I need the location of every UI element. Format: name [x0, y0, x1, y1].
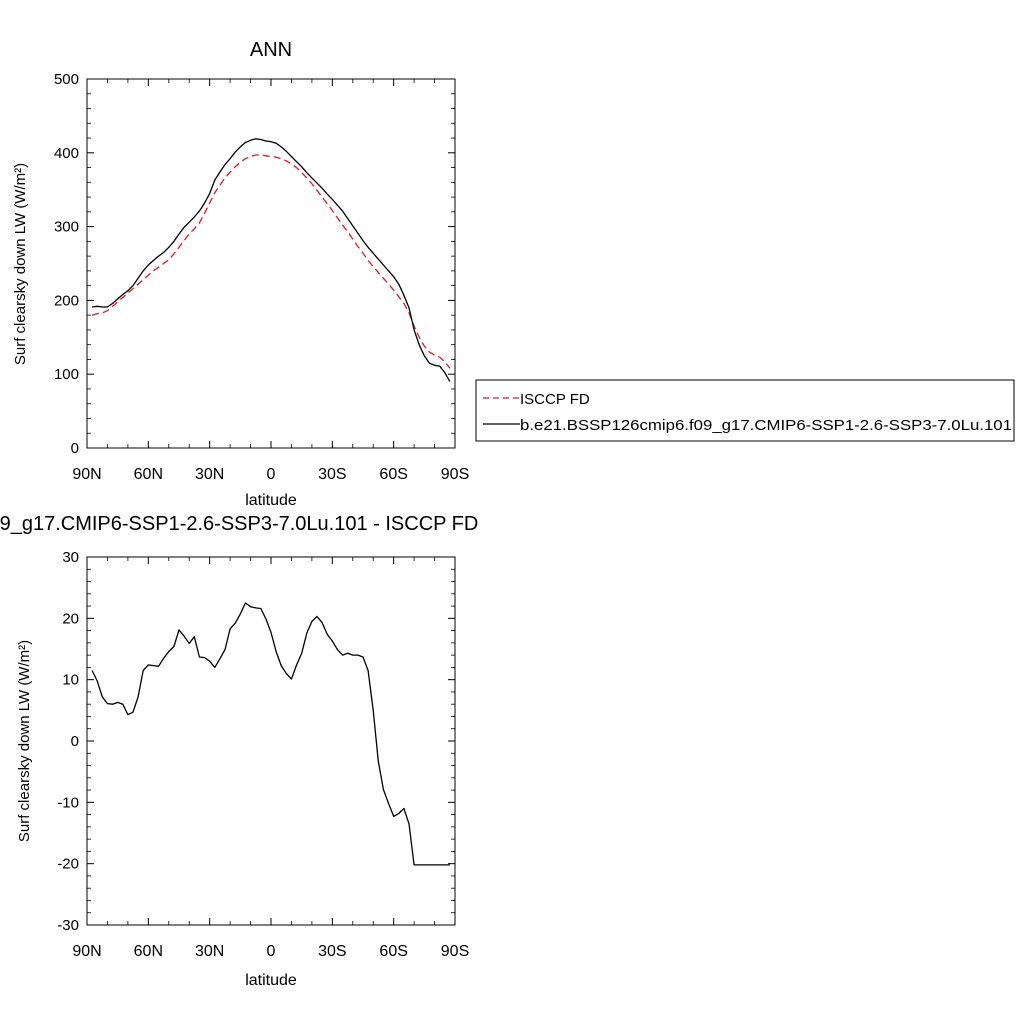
bottom-plot-frame [86, 556, 456, 926]
bottom-x-tick-label: 90N [72, 943, 101, 960]
top-chart-title: ANN [250, 39, 292, 61]
top-x-tick-label: 90N [72, 466, 101, 483]
bottom-x-tick-label: 90S [441, 943, 469, 960]
bottom-x-tick-label: 60S [379, 943, 407, 960]
legend-label-model: b.e21.BSSP126cmip6.f09_g17.CMIP6-SSP1-2.… [520, 417, 1012, 434]
top-panel: 0 100 200 300 400 500 90N 60N 30N 0 30S 60S 90S ANN… [12, 39, 469, 509]
top-plot-frame [86, 78, 456, 449]
bottom-y-tick-label: -10 [57, 794, 79, 811]
bottom-x-axis-label: latitude [245, 972, 297, 989]
bottom-y-tick-label: 20 [62, 610, 79, 627]
bottom-x-tick-label: 30N [195, 943, 224, 960]
top-x-axis-label: latitude [245, 492, 297, 509]
legend-label-isccp: ISCCP FD [520, 391, 590, 408]
bottom-y-tick-label: -30 [57, 917, 79, 934]
bottom-y-tick-label: 10 [62, 672, 79, 689]
top-x-tick-label: 30N [195, 466, 224, 483]
legend: ISCCP FD b.e21.BSSP126cmip6.f09_g17.CMIP… [475, 379, 1015, 442]
top-series [91, 138, 451, 382]
top-y-tick-label: 300 [54, 219, 79, 236]
bottom-chart-title: b.e21.BSSP126cmip6.f09_g17.CMIP6-SSP1-2.… [0, 513, 478, 535]
bottom-y-ticks: -30 -20 -10 0 10 20 30 [57, 549, 455, 934]
bottom-series [91, 602, 450, 866]
bottom-y-tick-label: -20 [57, 856, 79, 873]
bottom-panel: -30 -20 -10 0 10 20 30 90N 60N 30N 0 30S 60S 90S b.e… [0, 513, 478, 989]
top-x-tick-label: 60S [379, 466, 407, 483]
top-x-ticks: 90N 60N 30N 0 30S 60S 90S [72, 79, 469, 483]
bottom-x-tick-label: 60N [134, 943, 163, 960]
top-series-line-1 [92, 138, 451, 382]
legend-box [475, 379, 1015, 442]
top-y-tick-label: 0 [71, 440, 79, 457]
bottom-y-axis-label: Surf clearsky down LW (W/m²) [16, 640, 33, 842]
bottom-y-tick-label: 0 [71, 733, 79, 750]
top-y-axis-label: Surf clearsky down LW (W/m²) [12, 163, 29, 365]
top-x-tick-label: 30S [318, 466, 346, 483]
bottom-x-tick-label: 30S [318, 943, 346, 960]
top-y-tick-label: 100 [54, 366, 79, 383]
bottom-y-tick-label: 30 [62, 549, 79, 566]
bottom-x-ticks: 90N 60N 30N 0 30S 60S 90S [72, 557, 469, 960]
top-y-tick-label: 400 [54, 145, 79, 162]
top-y-tick-label: 200 [54, 292, 79, 309]
top-x-tick-label: 0 [267, 466, 276, 483]
top-x-tick-label: 90S [441, 466, 469, 483]
top-series-line-0 [91, 154, 451, 369]
bottom-x-tick-label: 0 [267, 943, 276, 960]
top-y-ticks: 0 100 200 300 400 500 [54, 71, 455, 457]
top-x-tick-label: 60N [134, 466, 163, 483]
bottom-series-line-0 [91, 602, 450, 866]
top-y-tick-label: 500 [54, 71, 79, 88]
